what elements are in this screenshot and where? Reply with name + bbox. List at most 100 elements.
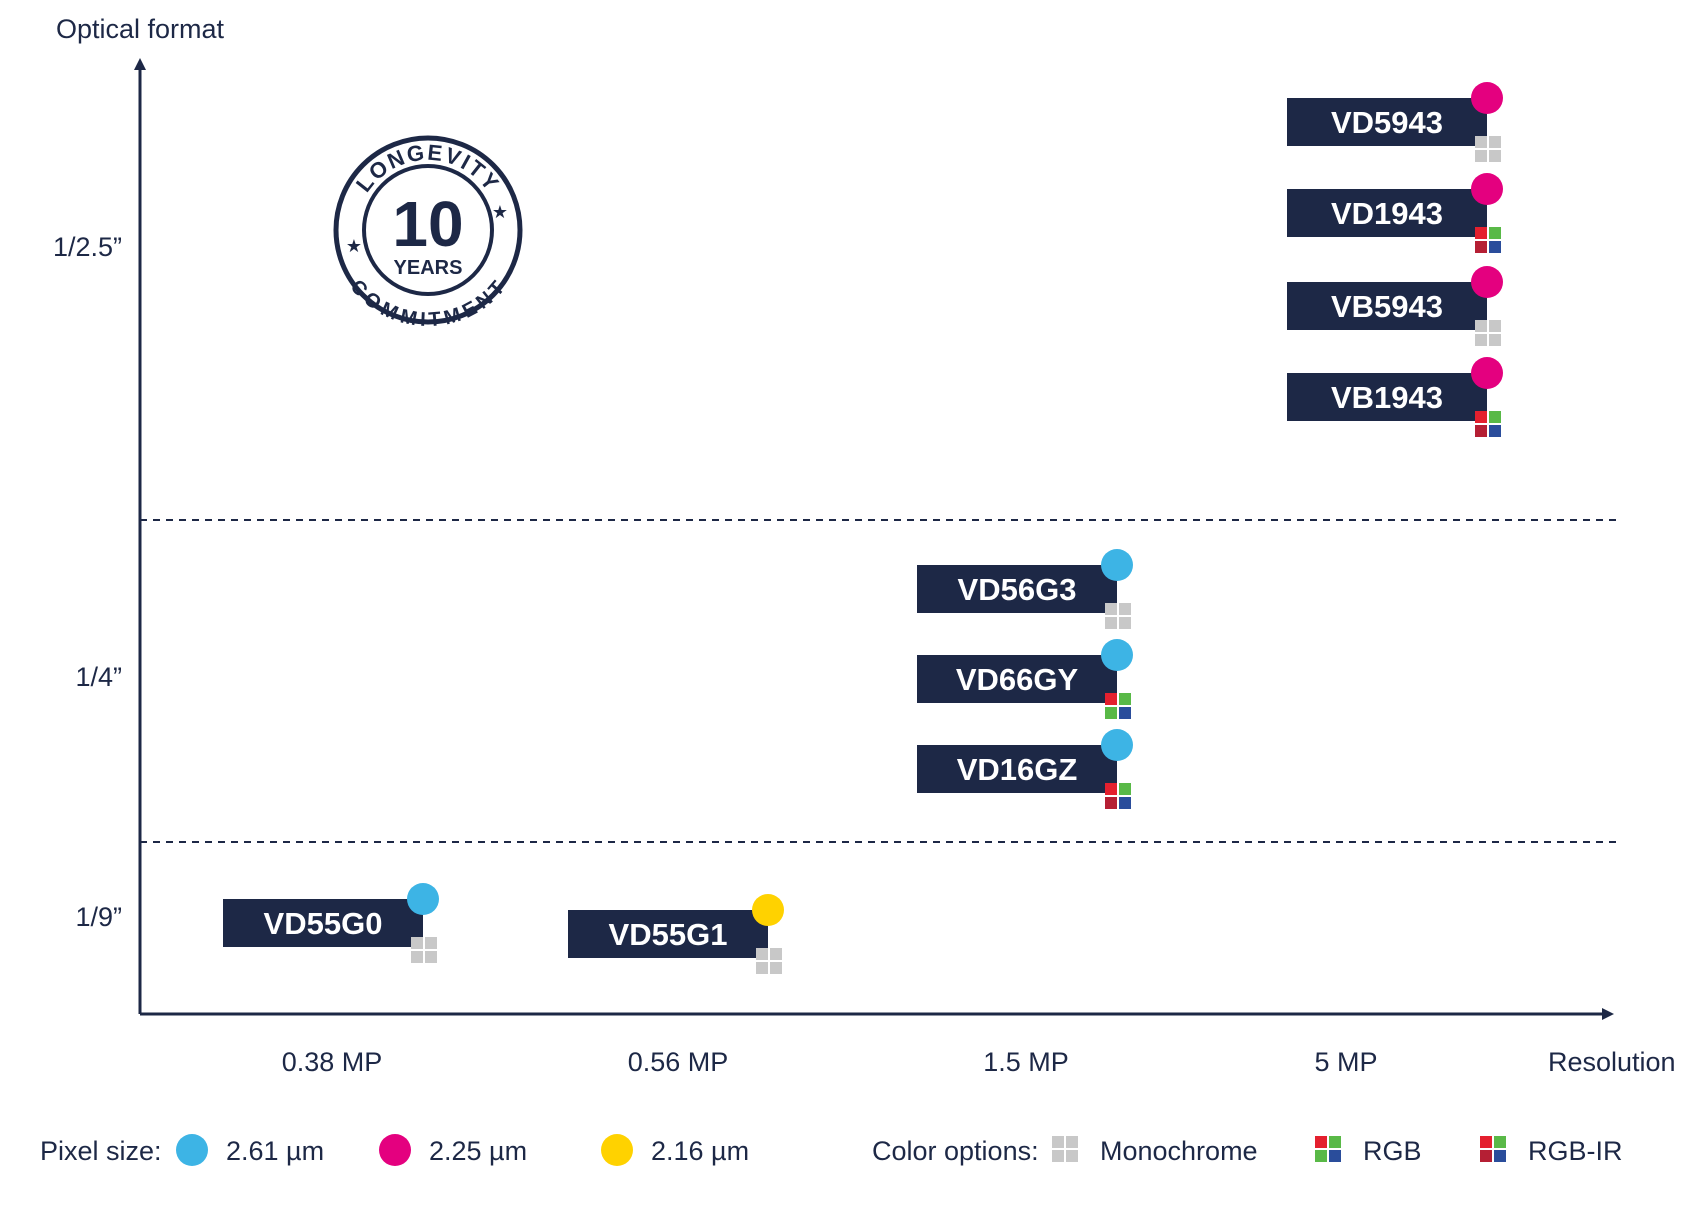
star-icon: ★ [492,202,508,222]
badge-number: 10 [392,188,463,260]
mono-grid-icon [1105,603,1131,629]
sensor-label: VD55G0 [264,906,383,941]
grid-cell [1119,797,1131,809]
sensor-marker: VB1943 [1287,357,1503,437]
rgbir-grid-icon [1105,783,1131,809]
badge-unit: YEARS [394,257,463,279]
grid-cell [1494,1136,1506,1148]
grid-cell [1315,1136,1327,1148]
sensor-label-box [1287,98,1487,146]
pixel-size-dot [407,883,439,915]
grid-cell [1119,693,1131,705]
y-axis-title: Optical format [56,14,225,44]
sensor-label: VD5943 [1331,105,1443,140]
grid-cell [1105,603,1117,615]
sensor-label-box [1287,282,1487,330]
grid-cell [1119,707,1131,719]
grid-cell [1105,617,1117,629]
x-axis-title: Resolution [1548,1047,1676,1077]
rgbir-grid-icon [1475,411,1501,437]
legend-dot [601,1134,633,1166]
grid-cell [1475,241,1487,253]
sensor-label: VB5943 [1331,289,1443,324]
grid-cell [1489,425,1501,437]
grid-cell [1489,136,1501,148]
pixel-size-dot [1471,82,1503,114]
x-tick-label: 0.56 MP [628,1047,729,1077]
pixel-size-dot [1101,729,1133,761]
legend-pixel-size-label: 2.16 µm [651,1136,749,1166]
grid-cell [411,937,423,949]
rgbir-grid-icon [1475,227,1501,253]
grid-cell [1475,150,1487,162]
grid-cell [1066,1136,1078,1148]
grid-cell [756,948,768,960]
rgb-grid-icon [1315,1136,1341,1162]
grid-cell [1480,1136,1492,1148]
rgbir-grid-icon [1480,1136,1506,1162]
sensor-label-box [917,655,1117,703]
sensor-label-box [1287,189,1487,237]
grid-cell [1494,1150,1506,1162]
grid-cell [1475,136,1487,148]
grid-cell [1105,797,1117,809]
grid-cell [770,962,782,974]
grid-cell [1105,783,1117,795]
grid-cell [1119,783,1131,795]
grid-cell [1489,320,1501,332]
pixel-size-dot [752,894,784,926]
sensor-markers: VD5943 VD1943 VB5943 VB1943 VD56G3 VD66GY VD16… [223,82,1503,974]
legend-dot [379,1134,411,1166]
y-tick-label: 1/9” [75,902,122,932]
sensor-label-box [917,565,1117,613]
sensor-label: VD56G3 [958,572,1077,607]
sensor-label-box [568,910,768,958]
grid-cell [1119,603,1131,615]
grid-cell [1489,227,1501,239]
pixel-size-dot [1471,173,1503,205]
sensor-marker: VD5943 [1287,82,1503,162]
sensor-label-box [1287,373,1487,421]
grid-cell [770,948,782,960]
longevity-badge: LONGEVITY COMMITMENT 10 YEARS ★ ★ [333,135,523,331]
grid-cell [1329,1136,1341,1148]
sensor-label: VD1943 [1331,196,1443,231]
grid-cell [1489,411,1501,423]
sensor-label: VD55G1 [609,917,728,952]
grid-cell [1489,241,1501,253]
pixel-size-dot [1471,357,1503,389]
mono-grid-icon [1475,136,1501,162]
legend-dot [176,1134,208,1166]
sensor-label: VB1943 [1331,380,1443,415]
grid-cell [1489,150,1501,162]
mono-grid-icon [1475,320,1501,346]
pixel-size-dot [1101,639,1133,671]
y-tick-label: 1/4” [75,662,122,692]
y-tick-label: 1/2.5” [53,232,122,262]
sensor-marker: VD66GY [917,639,1133,719]
grid-cell [1475,425,1487,437]
legend-color-options-title: Color options: [872,1136,1039,1166]
legend-pixel-size-title: Pixel size: [40,1136,162,1166]
grid-cell [425,951,437,963]
sensor-label: VD66GY [956,662,1079,697]
sensor-marker: VD55G1 [568,894,784,974]
grid-cell [1480,1150,1492,1162]
x-tick-label: 0.38 MP [282,1047,383,1077]
grid-cell [1475,334,1487,346]
sensor-marker: VD1943 [1287,173,1503,253]
grid-cell [1475,320,1487,332]
legend-pixel-size-label: 2.61 µm [226,1136,324,1166]
x-tick-label: 5 MP [1314,1047,1377,1077]
legend-pixel-size-label: 2.25 µm [429,1136,527,1166]
rgb-grid-icon [1105,693,1131,719]
sensor-marker: VD55G0 [223,883,439,963]
grid-cell [756,962,768,974]
legend-color-option-label: RGB-IR [1528,1136,1623,1166]
grid-cell [425,937,437,949]
sensor-label-box [223,899,423,947]
sensor-label-box [917,745,1117,793]
grid-cell [1105,707,1117,719]
legend-color-option-label: Monochrome [1100,1136,1258,1166]
legend: Pixel size: Color options: 2.61 µm 2.25 µ… [40,1134,1623,1166]
